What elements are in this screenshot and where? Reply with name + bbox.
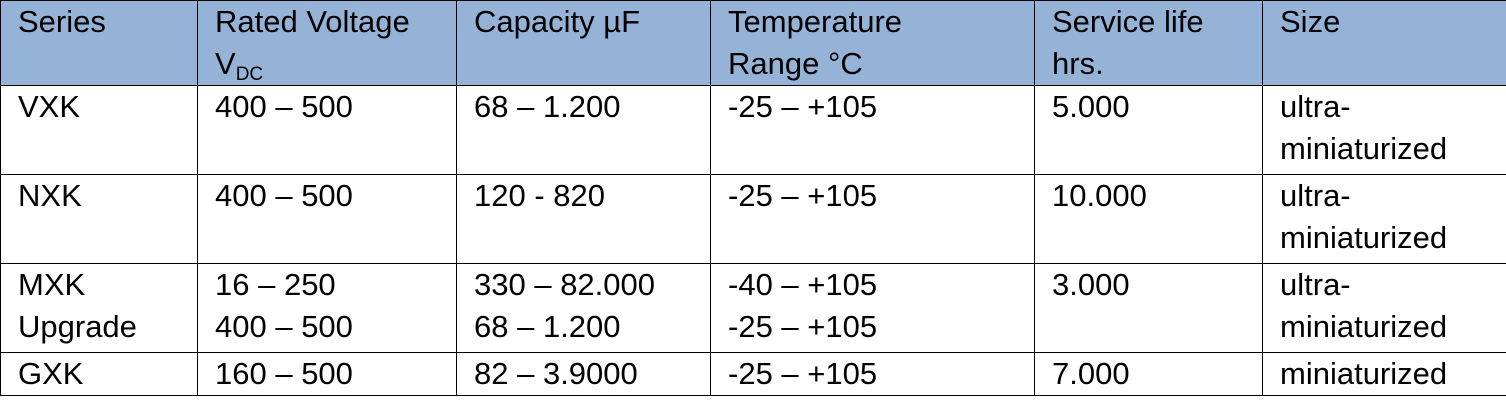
service-life-value: 7.000 [1052,356,1130,391]
header-row: Series Rated Voltage VDC Capacity µF Tem… [0,0,1506,86]
capacity-value-line2: 68 – 1.200 [474,309,621,344]
cell-capacity: 68 – 1.200 [456,85,711,175]
header-temperature: Temperature Range °C [710,0,1035,86]
service-life-value: 3.000 [1052,267,1130,302]
header-capacity-label: Capacity µF [474,4,641,39]
cell-voltage: 16 – 250 400 – 500 [197,263,457,353]
cell-capacity: 82 – 3.9000 [456,352,711,396]
capacity-value: 68 – 1.200 [474,89,621,124]
voltage-symbol: V [215,46,236,81]
temperature-value: -25 – +105 [728,89,878,124]
cell-voltage: 160 – 500 [197,352,457,396]
table-header: Series Rated Voltage VDC Capacity µF Tem… [0,0,1506,86]
table-row: MXK Upgrade 16 – 250 400 – 500 330 – 82.… [0,263,1506,353]
header-temperature-unit: Range °C [728,46,863,81]
cell-temperature: -25 – +105 [710,174,1035,264]
series-name-line2: Upgrade [18,309,137,344]
cell-capacity: 120 - 820 [456,174,711,264]
cell-temperature: -40 – +105 -25 – +105 [710,263,1035,353]
header-rated-voltage-label: Rated Voltage [215,4,410,39]
size-value-line2: miniaturized [1280,309,1448,344]
voltage-value: 400 – 500 [215,89,353,124]
header-rated-voltage-unit: VDC [215,43,456,85]
header-series: Series [0,0,198,86]
temperature-value: -25 – +105 [728,356,878,391]
cell-service-life: 7.000 [1034,352,1263,396]
header-temperature-label: Temperature [728,4,903,39]
cell-size: miniaturized [1262,352,1506,396]
voltage-value-line1: 16 – 250 [215,267,336,302]
series-name: NXK [18,178,82,213]
service-life-value: 10.000 [1052,178,1147,213]
cell-series: NXK [0,174,198,264]
size-value-line1: ultra- [1280,178,1351,213]
cell-service-life: 3.000 [1034,263,1263,353]
size-value-line2: miniaturized [1280,131,1448,166]
cell-size: ultra- miniaturized [1262,174,1506,264]
header-capacity: Capacity µF [456,0,711,86]
series-name: GXK [18,356,84,391]
header-rated-voltage: Rated Voltage VDC [197,0,457,86]
series-name: VXK [18,89,81,124]
cell-size: ultra- miniaturized [1262,263,1506,353]
cell-temperature: -25 – +105 [710,352,1035,396]
size-value: miniaturized [1280,356,1448,391]
cell-series: GXK [0,352,198,396]
header-size: Size [1262,0,1506,86]
capacity-value: 120 - 820 [474,178,605,213]
table-body: VXK 400 – 500 68 – 1.200 -25 – +105 5.00… [0,85,1506,396]
service-life-value: 5.000 [1052,89,1130,124]
capacity-value: 82 – 3.9000 [474,356,638,391]
header-service-life-unit: hrs. [1052,46,1104,81]
temperature-value: -25 – +105 [728,178,878,213]
cell-size: ultra- miniaturized [1262,85,1506,175]
temperature-value-line2: -25 – +105 [728,309,878,344]
table-row: VXK 400 – 500 68 – 1.200 -25 – +105 5.00… [0,85,1506,175]
voltage-value: 400 – 500 [215,178,353,213]
voltage-value: 160 – 500 [215,356,353,391]
cell-series: VXK [0,85,198,175]
table-row: GXK 160 – 500 82 – 3.9000 -25 – +105 7.0… [0,352,1506,396]
voltage-value-line2: 400 – 500 [215,309,353,344]
cell-voltage: 400 – 500 [197,85,457,175]
header-service-life-label: Service life [1052,4,1204,39]
cell-temperature: -25 – +105 [710,85,1035,175]
size-value-line1: ultra- [1280,89,1351,124]
size-value-line1: ultra- [1280,267,1351,302]
capacity-value-line1: 330 – 82.000 [474,267,656,302]
capacitor-series-table: Series Rated Voltage VDC Capacity µF Tem… [0,0,1506,396]
cell-service-life: 10.000 [1034,174,1263,264]
cell-service-life: 5.000 [1034,85,1263,175]
header-size-label: Size [1280,4,1341,39]
header-series-label: Series [18,4,106,39]
cell-voltage: 400 – 500 [197,174,457,264]
cell-capacity: 330 – 82.000 68 – 1.200 [456,263,711,353]
voltage-subscript: DC [235,64,264,85]
temperature-value-line1: -40 – +105 [728,267,878,302]
header-service-life: Service life hrs. [1034,0,1263,86]
series-name-line1: MXK [18,267,86,302]
table-row: NXK 400 – 500 120 - 820 -25 – +105 10.00… [0,174,1506,264]
size-value-line2: miniaturized [1280,220,1448,255]
cell-series: MXK Upgrade [0,263,198,353]
